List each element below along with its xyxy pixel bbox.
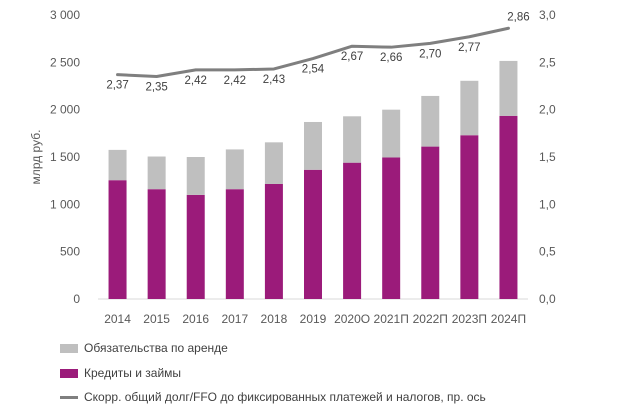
x-tick-label: 2016: [182, 312, 209, 326]
y2-tick-label: 0,0: [539, 292, 556, 306]
y-tick-label: 0: [73, 292, 80, 306]
bar-loans: [264, 183, 283, 299]
bar-loans: [108, 180, 127, 299]
y2-tick-label: 1,5: [539, 150, 556, 164]
y2-tick-label: 0,5: [539, 245, 556, 259]
bar-loans: [304, 169, 322, 299]
data-label-ratio: 2,35: [145, 82, 167, 94]
bar-loans: [147, 189, 166, 299]
bar-lease: [304, 121, 322, 170]
line-ratio: [116, 26, 510, 79]
bar-lease: [460, 80, 479, 136]
data-label-ratio: 2,42: [224, 75, 246, 87]
data-label-ratio: 2,66: [380, 52, 402, 64]
bar-loans: [343, 162, 362, 299]
x-tick-label: 2018: [261, 312, 288, 326]
y-axis-title: млрд руб.: [29, 130, 43, 185]
data-label-ratio: 2,54: [302, 64, 325, 76]
bar-loans: [421, 146, 440, 299]
legend-item-lease: Обязательства по аренде: [60, 341, 228, 355]
legend-item-ratio: Скорр. общий долг/FFO до фиксированных п…: [60, 390, 486, 404]
data-label-ratio: 2,77: [458, 42, 480, 54]
bar-loans: [460, 135, 479, 299]
y-tick-label: 1 500: [50, 150, 80, 164]
legend-label-loans: Кредиты и займы: [84, 366, 182, 380]
y-tick-label: 2 000: [50, 103, 80, 117]
y2-tick-label: 1,0: [539, 197, 556, 211]
data-label-ratio: 2,86: [507, 11, 529, 23]
legend-swatch-lease: [60, 343, 78, 353]
y-tick-label: 1 000: [50, 197, 80, 211]
bar-lease: [108, 149, 127, 181]
x-tick-label: 2015: [143, 312, 170, 326]
y2-tick-label: 2,0: [539, 103, 556, 117]
legend-label-lease: Обязательства по аренде: [84, 341, 228, 355]
x-tick-label: 2014: [104, 312, 131, 326]
data-label-ratio: 2,70: [419, 48, 441, 60]
bar-lease: [499, 60, 518, 116]
legend-swatch-ratio: [60, 395, 78, 399]
data-label-ratio: 2,67: [341, 51, 363, 63]
bar-lease: [343, 116, 362, 163]
bar-loans: [499, 115, 518, 299]
bar-lease: [225, 149, 244, 190]
y-tick-label: 3 000: [50, 8, 80, 22]
x-tick-label: 2017: [221, 312, 248, 326]
y-tick-label: 2 500: [50, 55, 80, 69]
x-tick-label: 2024П: [491, 312, 526, 326]
x-tick-label: 2021П: [374, 312, 409, 326]
data-label-ratio: 2,42: [185, 75, 207, 87]
legend-label-ratio: Скорр. общий долг/FFO до фиксированных п…: [84, 390, 486, 404]
x-tick-label: 2023П: [452, 312, 487, 326]
legend-item-loans: Кредиты и займы: [60, 366, 181, 380]
x-tick-label: 2022П: [413, 312, 448, 326]
bar-lease: [147, 156, 166, 190]
bar-loans: [382, 157, 401, 299]
bar-lease: [421, 95, 440, 147]
bar-lease: [264, 142, 283, 184]
y2-tick-label: 2,5: [539, 55, 556, 69]
bar-loans: [186, 194, 205, 299]
x-tick-label: 2020O: [334, 312, 370, 326]
legend-swatch-loans: [60, 368, 78, 378]
y2-tick-label: 3,0: [539, 8, 556, 22]
bar-lease: [382, 109, 401, 158]
bar-loans: [225, 189, 244, 299]
y-tick-label: 500: [60, 245, 80, 259]
data-label-ratio: 2,43: [263, 74, 285, 86]
data-label-ratio: 2,37: [106, 80, 128, 92]
bar-lease: [186, 157, 205, 195]
x-tick-label: 2019: [300, 312, 327, 326]
